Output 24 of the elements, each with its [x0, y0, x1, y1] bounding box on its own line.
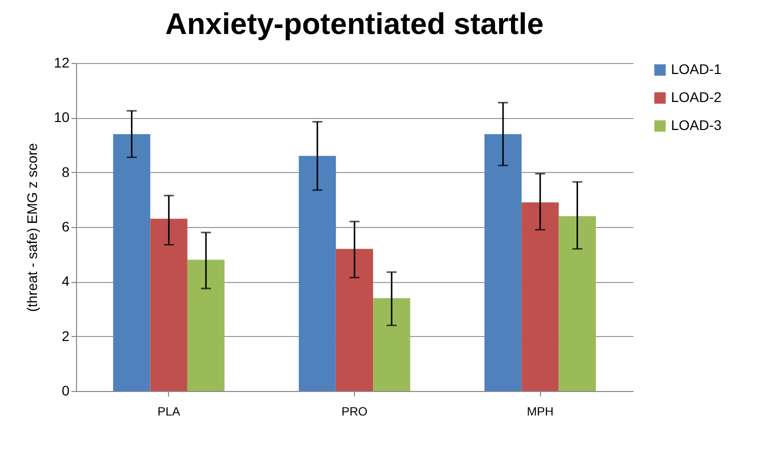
chart-title: Anxiety-potentiated startle: [165, 8, 544, 41]
legend-label: LOAD-2: [671, 89, 722, 105]
bar: [150, 218, 188, 391]
bar: [522, 202, 559, 391]
bar: [113, 134, 150, 391]
bar: [373, 298, 410, 391]
legend-label: LOAD-3: [671, 117, 722, 133]
x-tick-label: PLA: [157, 404, 180, 418]
bar: [558, 216, 596, 391]
x-tick-label: MPH: [526, 404, 554, 418]
bar: [484, 134, 522, 391]
y-axis-title: (threat - safe) EMG z score: [24, 142, 40, 312]
legend-label: LOAD-1: [671, 61, 722, 77]
bar: [298, 156, 336, 391]
x-tick-label: PRO: [341, 404, 368, 418]
y-tick-label: 10: [54, 109, 70, 126]
y-tick-label: 12: [54, 54, 70, 70]
bar: [336, 248, 374, 391]
y-tick-label: 6: [62, 218, 70, 234]
bar: [187, 260, 225, 391]
y-tick-label: 8: [62, 164, 70, 180]
y-tick-label: 4: [62, 273, 70, 290]
y-tick-label: 2: [62, 328, 70, 344]
y-tick-label: 0: [62, 382, 70, 398]
